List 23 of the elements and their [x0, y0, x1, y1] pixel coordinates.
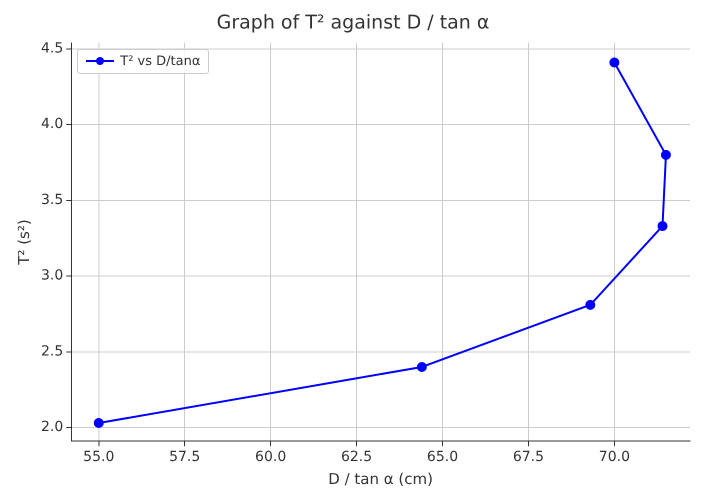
point	[585, 300, 596, 310]
point	[658, 221, 668, 232]
x-axis-title: D / tan α (cm)	[328, 470, 433, 488]
x-tick-label: 60.0	[255, 449, 286, 466]
x-tick-label: 67.5	[512, 449, 544, 466]
y-tick-label: 3.0	[41, 268, 64, 284]
legend-label: T² vs D/tanα	[120, 54, 200, 69]
x-tick-label: 55.0	[83, 449, 114, 466]
y-tick-label: 3.5	[41, 192, 64, 208]
x-tick-label: 65.0	[426, 449, 458, 466]
y-tick-label: 4.0	[41, 116, 64, 132]
x-tick-label: 57.5	[169, 449, 200, 466]
chart-title: Graph of T² against D / tan α	[216, 11, 490, 34]
x-tick-label: 70.0	[598, 449, 630, 466]
point	[94, 418, 104, 428]
point	[660, 150, 671, 160]
point	[416, 362, 427, 372]
y-tick-label: 2.0	[41, 419, 64, 436]
y-axis-title: T² (s²)	[14, 219, 33, 266]
y-tick-label: 4.5	[41, 40, 64, 56]
point	[609, 57, 620, 68]
x-tick-label: 62.5	[340, 449, 372, 466]
y-tick-label: 2.5	[41, 343, 64, 360]
